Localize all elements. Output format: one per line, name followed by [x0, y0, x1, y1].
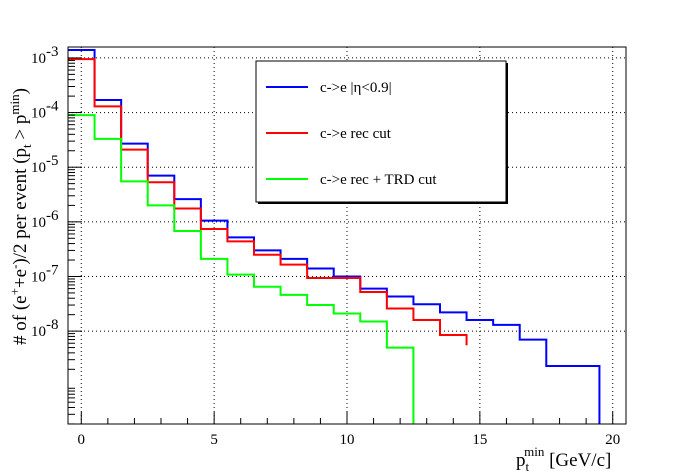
- y-tick-label: 10: [31, 324, 46, 340]
- x-tick-label: 0: [78, 432, 86, 448]
- y-tick-label: 10: [31, 51, 46, 67]
- y-tick-label: 10: [31, 215, 46, 231]
- x-tick-label: 5: [210, 432, 218, 448]
- legend: c->e |η<0.9| c->e rec cut c->e rec + TRD c…: [255, 60, 508, 204]
- series-layer: [68, 48, 601, 424]
- y-tick-label-exponent: -6: [46, 208, 59, 224]
- legend-entry-label: c->e rec + TRD cut: [320, 172, 437, 188]
- legend-entry-label: c->e rec cut: [320, 126, 392, 142]
- x-tick-label: 20: [605, 432, 620, 448]
- y-tick-label-exponent: -3: [46, 44, 59, 60]
- series-line: [68, 58, 468, 346]
- x-tick-label: 15: [472, 432, 487, 448]
- y-tick-label-exponent: -5: [46, 153, 59, 169]
- x-axis-title: ptmin [GeV/c]: [516, 444, 611, 472]
- y-axis-title: # of (e++e-)/2 per event (pt > pmin): [7, 88, 34, 345]
- y-tick-label: 10: [31, 106, 46, 122]
- y-tick-label: 10: [31, 160, 46, 176]
- legend-entry-label: c->e |η<0.9|: [320, 80, 392, 96]
- grid: [68, 47, 626, 424]
- x-tick-label: 10: [340, 432, 355, 448]
- series-line: [68, 114, 415, 424]
- axis-titles: ptmin [GeV/c] # of (e++e-)/2 per event (p…: [7, 88, 611, 472]
- series-line: [68, 48, 601, 424]
- y-tick-label-exponent: -4: [46, 99, 59, 115]
- y-tick-label-exponent: -7: [46, 262, 59, 278]
- y-tick-label-exponent: -8: [46, 317, 59, 333]
- y-tick-label: 10: [31, 269, 46, 285]
